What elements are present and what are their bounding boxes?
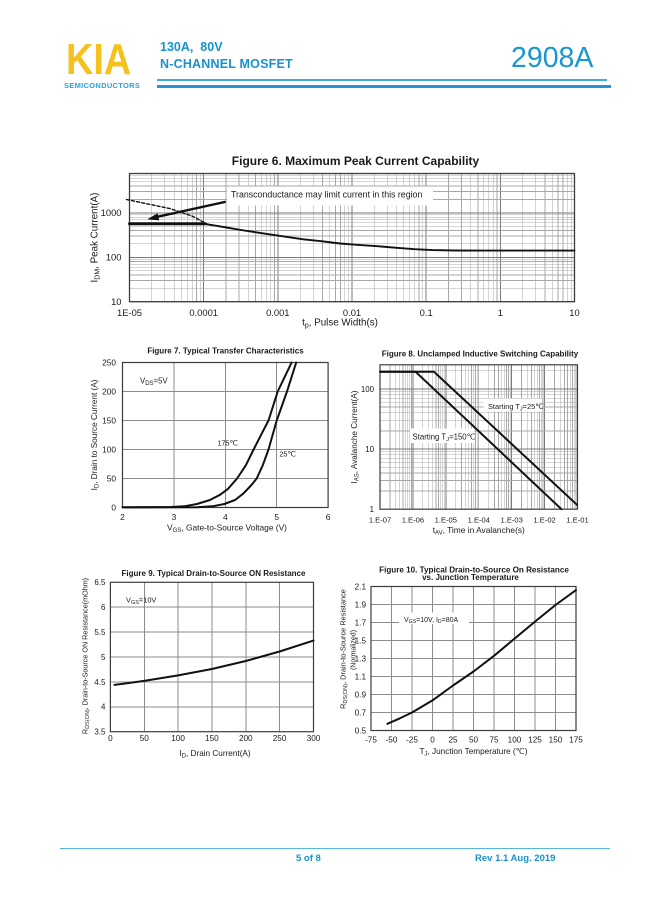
svg-text:4: 4	[101, 703, 106, 712]
svg-text:250: 250	[273, 734, 287, 743]
svg-text:1E-05: 1E-05	[117, 307, 142, 318]
svg-text:1.E-03: 1.E-03	[501, 515, 523, 524]
svg-text:5: 5	[101, 653, 106, 662]
svg-text:RDS(ON), Drain-to-Source ON Re: RDS(ON), Drain-to-Source ON Resistance(m…	[81, 578, 92, 734]
svg-text:0.0001: 0.0001	[189, 307, 218, 318]
svg-text:0.001: 0.001	[266, 307, 289, 318]
svg-text:0: 0	[108, 734, 113, 743]
svg-text:Figure 6. Maximum Peak Current: Figure 6. Maximum Peak Current Capabilit…	[232, 154, 480, 168]
svg-text:2: 2	[120, 512, 125, 522]
svg-text:2.1: 2.1	[355, 583, 367, 592]
svg-text:100: 100	[171, 734, 185, 743]
svg-text:175: 175	[569, 736, 583, 745]
svg-text:1: 1	[370, 505, 374, 514]
svg-text:0.1: 0.1	[420, 307, 433, 318]
svg-text:75: 75	[489, 736, 499, 745]
svg-text:200: 200	[239, 734, 253, 743]
svg-text:Transconductance may limit cur: Transconductance may limit current in th…	[231, 189, 422, 199]
svg-text:(Normalized): (Normalized)	[351, 630, 358, 670]
svg-text:0: 0	[430, 736, 435, 745]
svg-text:1.1: 1.1	[355, 673, 367, 682]
svg-text:3: 3	[172, 512, 177, 522]
svg-text:Figure 10. Typical Drain-to-So: Figure 10. Typical Drain-to-Source On Re…	[379, 566, 569, 575]
svg-text:1.7: 1.7	[355, 619, 367, 628]
svg-text:Figure 7. Typical Transfer Cha: Figure 7. Typical Transfer Characteristi…	[147, 346, 304, 355]
svg-text:Starting TJ=150℃: Starting TJ=150℃	[413, 432, 476, 443]
svg-text:1.E-05: 1.E-05	[435, 515, 457, 524]
svg-text:100: 100	[361, 385, 375, 394]
svg-text:1.3: 1.3	[355, 655, 367, 664]
svg-text:3.5: 3.5	[94, 728, 106, 737]
svg-text:tp, Pulse Width(s): tp, Pulse Width(s)	[302, 318, 378, 330]
svg-text:200: 200	[102, 387, 116, 397]
svg-text:ID, Drain Current(A): ID, Drain Current(A)	[179, 749, 251, 760]
svg-text:1.E-06: 1.E-06	[402, 515, 424, 524]
svg-text:0.7: 0.7	[355, 709, 367, 718]
svg-text:1.E-04: 1.E-04	[468, 515, 490, 524]
svg-text:4: 4	[223, 512, 228, 522]
svg-text:ID, Drain to Source Current (A: ID, Drain to Source Current (A)	[90, 379, 101, 490]
svg-text:6.5: 6.5	[94, 578, 106, 587]
svg-text:1000: 1000	[101, 207, 122, 218]
svg-text:10: 10	[569, 307, 579, 318]
svg-text:10: 10	[365, 445, 374, 454]
svg-text:4.5: 4.5	[94, 678, 106, 687]
svg-text:VDS=5V: VDS=5V	[140, 377, 168, 388]
svg-text:vs. Junction Temperature: vs. Junction Temperature	[422, 573, 519, 582]
svg-text:100: 100	[102, 445, 116, 455]
svg-text:1.9: 1.9	[355, 601, 367, 610]
svg-text:0.01: 0.01	[343, 307, 361, 318]
svg-text:25℃: 25℃	[279, 450, 295, 459]
svg-text:1.E-02: 1.E-02	[533, 515, 555, 524]
svg-text:300: 300	[307, 734, 321, 743]
svg-text:1.5: 1.5	[355, 637, 367, 646]
svg-text:25: 25	[448, 736, 458, 745]
svg-text:0.9: 0.9	[355, 691, 367, 700]
svg-text:6: 6	[326, 512, 331, 522]
svg-text:5.5: 5.5	[94, 628, 106, 637]
svg-text:250: 250	[102, 358, 116, 368]
svg-text:100: 100	[106, 252, 122, 263]
svg-text:150: 150	[102, 416, 116, 426]
svg-text:-25: -25	[406, 736, 418, 745]
svg-text:150: 150	[549, 736, 563, 745]
svg-text:IDM, Peak Current(A): IDM, Peak Current(A)	[90, 193, 102, 283]
svg-text:50: 50	[107, 474, 117, 484]
svg-text:50: 50	[469, 736, 479, 745]
svg-text:175℃: 175℃	[217, 439, 237, 448]
svg-text:VGS=10V: VGS=10V	[126, 596, 156, 607]
svg-text:0: 0	[111, 503, 116, 513]
svg-text:tAV, Time in Avalanche(s): tAV, Time in Avalanche(s)	[433, 525, 525, 537]
svg-text:1.E-07: 1.E-07	[369, 515, 391, 524]
svg-text:RDS(ON), Drain-to-Source Resis: RDS(ON), Drain-to-Source Resistance	[339, 589, 350, 709]
svg-text:VGS, Gate-to-Source Voltage (V: VGS, Gate-to-Source Voltage (V)	[167, 523, 287, 535]
svg-text:125: 125	[528, 736, 542, 745]
svg-text:VGS=10V, ID=80A: VGS=10V, ID=80A	[404, 617, 459, 625]
svg-text:10: 10	[111, 296, 121, 307]
svg-text:1: 1	[498, 307, 503, 318]
svg-text:-50: -50	[386, 736, 398, 745]
svg-text:TJ, Junction Temperature (℃): TJ, Junction Temperature (℃)	[419, 747, 527, 758]
svg-text:Figure 8. Unclamped Inductive: Figure 8. Unclamped Inductive Switching …	[382, 349, 579, 358]
svg-text:Figure 9. Typical Drain-to-Sou: Figure 9. Typical Drain-to-Source ON Res…	[122, 569, 306, 578]
svg-text:0.5: 0.5	[355, 727, 367, 736]
svg-text:100: 100	[508, 736, 522, 745]
svg-text:Starting TJ=25℃: Starting TJ=25℃	[488, 402, 544, 413]
svg-text:1.E-01: 1.E-01	[566, 515, 588, 524]
svg-text:6: 6	[101, 603, 106, 612]
svg-text:150: 150	[205, 734, 219, 743]
svg-text:50: 50	[140, 734, 150, 743]
svg-text:-75: -75	[365, 736, 377, 745]
svg-text:5: 5	[274, 512, 279, 522]
svg-text:IAS, Avalanche Current(A): IAS, Avalanche Current(A)	[350, 390, 361, 483]
